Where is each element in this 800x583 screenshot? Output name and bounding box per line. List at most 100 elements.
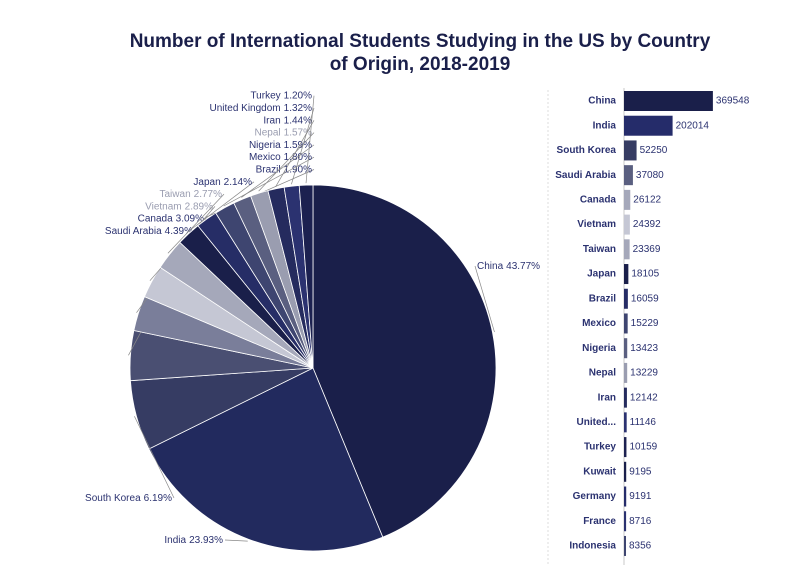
pie-label-category: South Korea: [85, 493, 141, 504]
pie-label-category: Canada: [138, 213, 173, 224]
bar: [624, 91, 713, 111]
bar: [624, 140, 637, 161]
y-tick-label: Japan: [587, 269, 616, 280]
pie-label-value: 2.14%: [224, 176, 252, 187]
pie-label: Nepal 1.57%: [255, 127, 313, 138]
pie-label-category: Brazil: [256, 164, 281, 175]
value-label: 16059: [631, 293, 659, 304]
pie-label-value: 2.89%: [185, 201, 213, 212]
value-label: 15229: [631, 318, 659, 329]
y-tick-label: Iran: [598, 392, 616, 403]
pie-label-category: Iran: [263, 115, 280, 126]
pie-label: Turkey 1.20%: [250, 90, 312, 101]
bar: [624, 461, 627, 482]
y-tick-label: Nepal: [589, 368, 616, 379]
pie-slice: [298, 184, 314, 369]
value-label: 8716: [629, 516, 652, 527]
value-label: 10159: [629, 442, 657, 453]
pie-label-value: 1.20%: [284, 90, 312, 101]
leader-line: [291, 107, 315, 185]
pie-label-value: 1.32%: [284, 103, 312, 114]
y-tick-label: Saudi Arabia: [555, 170, 616, 181]
bar: [624, 264, 629, 285]
leader-line: [474, 265, 495, 333]
bar: [624, 535, 627, 556]
bar: [624, 387, 627, 408]
pie-label: Taiwan 2.77%: [160, 189, 223, 200]
pie-label-category: China: [477, 261, 504, 272]
pie-label-category: India: [164, 535, 186, 546]
leader-line: [167, 193, 225, 254]
pie-label-category: Saudi Arabia: [105, 226, 162, 237]
bar: [624, 288, 628, 309]
pie-label: Iran 1.44%: [263, 115, 312, 126]
pie-label: Mexico 1.80%: [249, 152, 312, 163]
value-label: 37080: [636, 170, 664, 181]
bar: [624, 437, 627, 458]
pie-label: Japan 2.14%: [193, 176, 252, 187]
value-label: 13423: [630, 343, 658, 354]
pie-label: South Korea 6.19%: [85, 493, 172, 504]
pie-label-value: 43.77%: [506, 261, 540, 272]
y-tick-label: Taiwan: [583, 244, 616, 255]
y-tick-label: Canada: [580, 195, 617, 206]
leader-line: [224, 539, 248, 542]
bar: [624, 165, 633, 186]
y-tick-label: India: [593, 120, 617, 131]
bar: [624, 239, 630, 260]
y-tick-label: Turkey: [584, 442, 616, 453]
value-label: 24392: [633, 219, 661, 230]
pie-label: Canada 3.09%: [138, 213, 204, 224]
y-tick-label: South Korea: [557, 145, 617, 156]
y-tick-label: Indonesia: [569, 541, 616, 552]
bar: [624, 214, 630, 235]
value-label: 202014: [676, 120, 710, 131]
pie-label-value: 6.19%: [144, 493, 172, 504]
leader-line: [275, 120, 315, 187]
pie-label-value: 1.90%: [284, 164, 312, 175]
pie-label: China 43.77%: [477, 261, 540, 272]
value-label: 23369: [633, 244, 661, 255]
value-label: 13229: [630, 368, 658, 379]
pie-label-value: 3.09%: [176, 213, 204, 224]
leader-line: [258, 132, 315, 192]
chart-title: Number of International Students Studyin…: [129, 31, 711, 75]
pie-label-value: 2.77%: [194, 189, 222, 200]
pie-label-value: 1.57%: [284, 127, 312, 138]
pie-label-category: Turkey: [250, 90, 280, 101]
pie-label: Brazil 1.90%: [256, 164, 312, 175]
pie-label: Vietnam 2.89%: [145, 201, 213, 212]
y-tick-label: Vietnam: [577, 219, 616, 230]
y-tick-label: Mexico: [582, 318, 616, 329]
bar: [624, 362, 628, 383]
bar: [624, 313, 628, 334]
bar: [624, 412, 627, 433]
y-tick-label: Germany: [573, 491, 617, 502]
pie-label-value: 1.44%: [284, 115, 312, 126]
pie-label: Nigeria 1.59%: [249, 140, 312, 151]
value-label: 9191: [629, 491, 652, 502]
pie-label-category: Vietnam: [145, 201, 182, 212]
value-label: 52250: [640, 145, 668, 156]
bar: [624, 486, 627, 507]
leader-line: [134, 416, 175, 499]
pie-slice: [312, 184, 497, 538]
pie-label-value: 23.93%: [189, 535, 223, 546]
leader-line: [223, 156, 315, 207]
bar: [624, 338, 628, 359]
value-label: 12142: [630, 392, 658, 403]
value-label: 11146: [630, 417, 657, 428]
value-label: 9195: [629, 466, 652, 477]
value-label: 8356: [629, 541, 652, 552]
pie-label-value: 1.80%: [284, 152, 312, 163]
pie-slice: [148, 367, 384, 552]
value-label: 26122: [633, 195, 661, 206]
pie-label-category: Nepal: [255, 127, 281, 138]
y-tick-label: Brazil: [589, 293, 616, 304]
pie-label-value: 4.39%: [165, 226, 193, 237]
pie-label: United Kingdom 1.32%: [209, 103, 312, 114]
value-label: 18105: [631, 269, 659, 280]
y-tick-label: Nigeria: [582, 343, 616, 354]
